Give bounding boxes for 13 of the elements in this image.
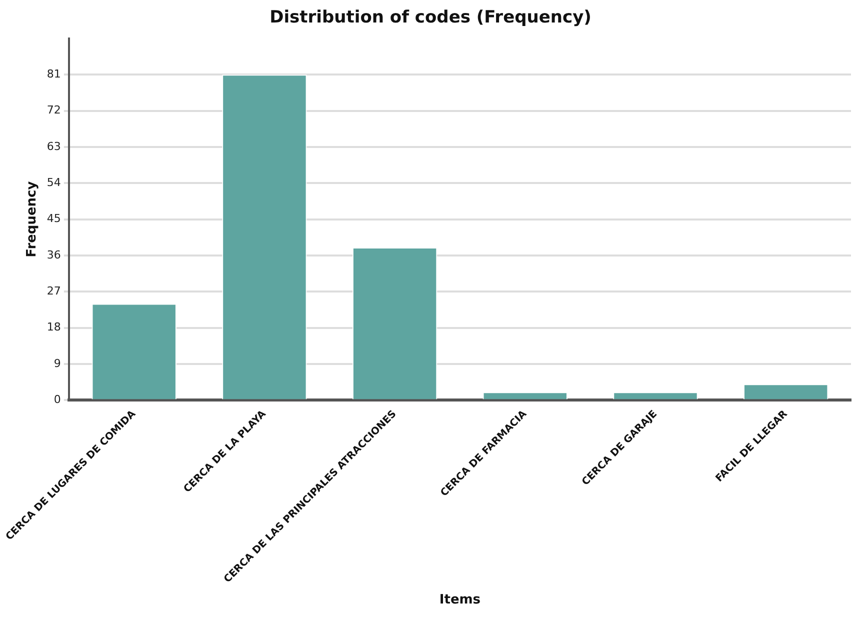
y-tick-label: 81 [46,67,61,80]
y-tick-label: 72 [46,104,61,117]
y-tick-label: 9 [54,356,61,370]
y-tick-label: 63 [46,140,61,153]
y-tick-label: 36 [46,248,61,262]
y-axis-title: Frequency [24,180,40,258]
y-tick-label: 45 [46,212,61,226]
chart-title: Distribution of codes (Frequency) [270,8,592,28]
y-tick-label: 27 [46,284,61,298]
y-tick-label: 18 [46,320,61,334]
y-tick-label: 54 [46,176,61,189]
x-axis-title: Items [439,592,481,608]
y-tick-label: 0 [54,393,61,406]
